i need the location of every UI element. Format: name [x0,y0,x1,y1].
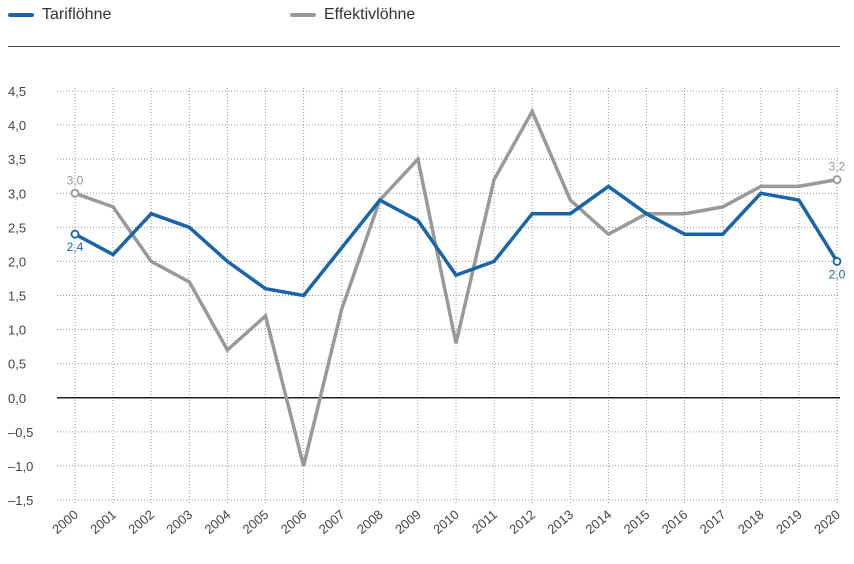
y-tick-label: 2,5 [8,220,26,235]
x-tick-label: 2013 [544,507,576,537]
x-tick-label: 2000 [49,507,81,537]
legend-swatch-tarif [8,13,34,17]
x-tick-label: 2018 [735,507,767,537]
x-tick-label: 2015 [621,507,653,537]
legend: Tariflöhne Effektivlöhne [8,6,838,32]
x-tick-label: 2006 [278,507,310,537]
y-tick-label: 0,0 [8,391,26,406]
data-label-effektiv-last: 3,2 [829,160,846,174]
x-tick-label: 2010 [430,507,462,537]
x-tick-label: 2004 [202,507,234,537]
legend-label-tarif: Tariflöhne [42,6,112,23]
y-tick-label: –1,5 [8,493,33,508]
x-tick-label: 2011 [469,507,500,536]
y-tick-label: 4,5 [8,84,26,99]
endpoint-marker-tarif [70,229,80,239]
series-line-effektiv [74,107,838,467]
y-tick-label: –1,0 [8,459,33,474]
x-tick-label: 2016 [659,507,691,537]
legend-label-effektiv: Effektivlöhne [324,6,416,23]
x-tick-label: 2012 [506,507,538,537]
y-tick-label: –0,5 [8,425,33,440]
x-tick-label: 2020 [811,507,843,537]
y-tick-label: 3,0 [8,186,26,201]
x-tick-label: 2014 [583,507,615,537]
x-tick-label: 2008 [354,507,386,537]
endpoint-marker-effektiv [70,188,80,198]
endpoint-marker-effektiv [832,175,842,185]
x-tick-label: 2005 [240,507,272,537]
legend-item-effektiv: Effektivlöhne [290,6,415,24]
y-tick-label: 4,0 [8,118,26,133]
series-line-tarif [74,184,839,298]
y-tick-label: 1,0 [8,323,26,338]
x-tick-label: 2017 [697,507,729,537]
x-tick-label: 2009 [392,507,424,537]
y-tick-label: 1,5 [8,289,26,304]
y-tick-label: 2,0 [8,254,26,269]
data-label-effektiv-first: 3,0 [67,173,84,187]
x-tick-label: 2007 [316,507,348,537]
legend-item-tarif: Tariflöhne [8,6,111,24]
legend-separator [8,46,840,47]
x-tick-label: 2001 [87,507,119,537]
y-tick-label: 3,5 [8,152,26,167]
legend-swatch-effektiv [290,13,316,17]
data-label-tarif-last: 2,0 [829,267,846,281]
x-tick-label: 2002 [125,507,157,537]
x-tick-label: 2019 [773,507,805,537]
endpoint-marker-tarif [832,257,842,266]
x-tick-label: 2003 [163,507,195,537]
data-label-tarif-first: 2,4 [67,240,84,254]
y-tick-label: 0,5 [8,357,26,372]
